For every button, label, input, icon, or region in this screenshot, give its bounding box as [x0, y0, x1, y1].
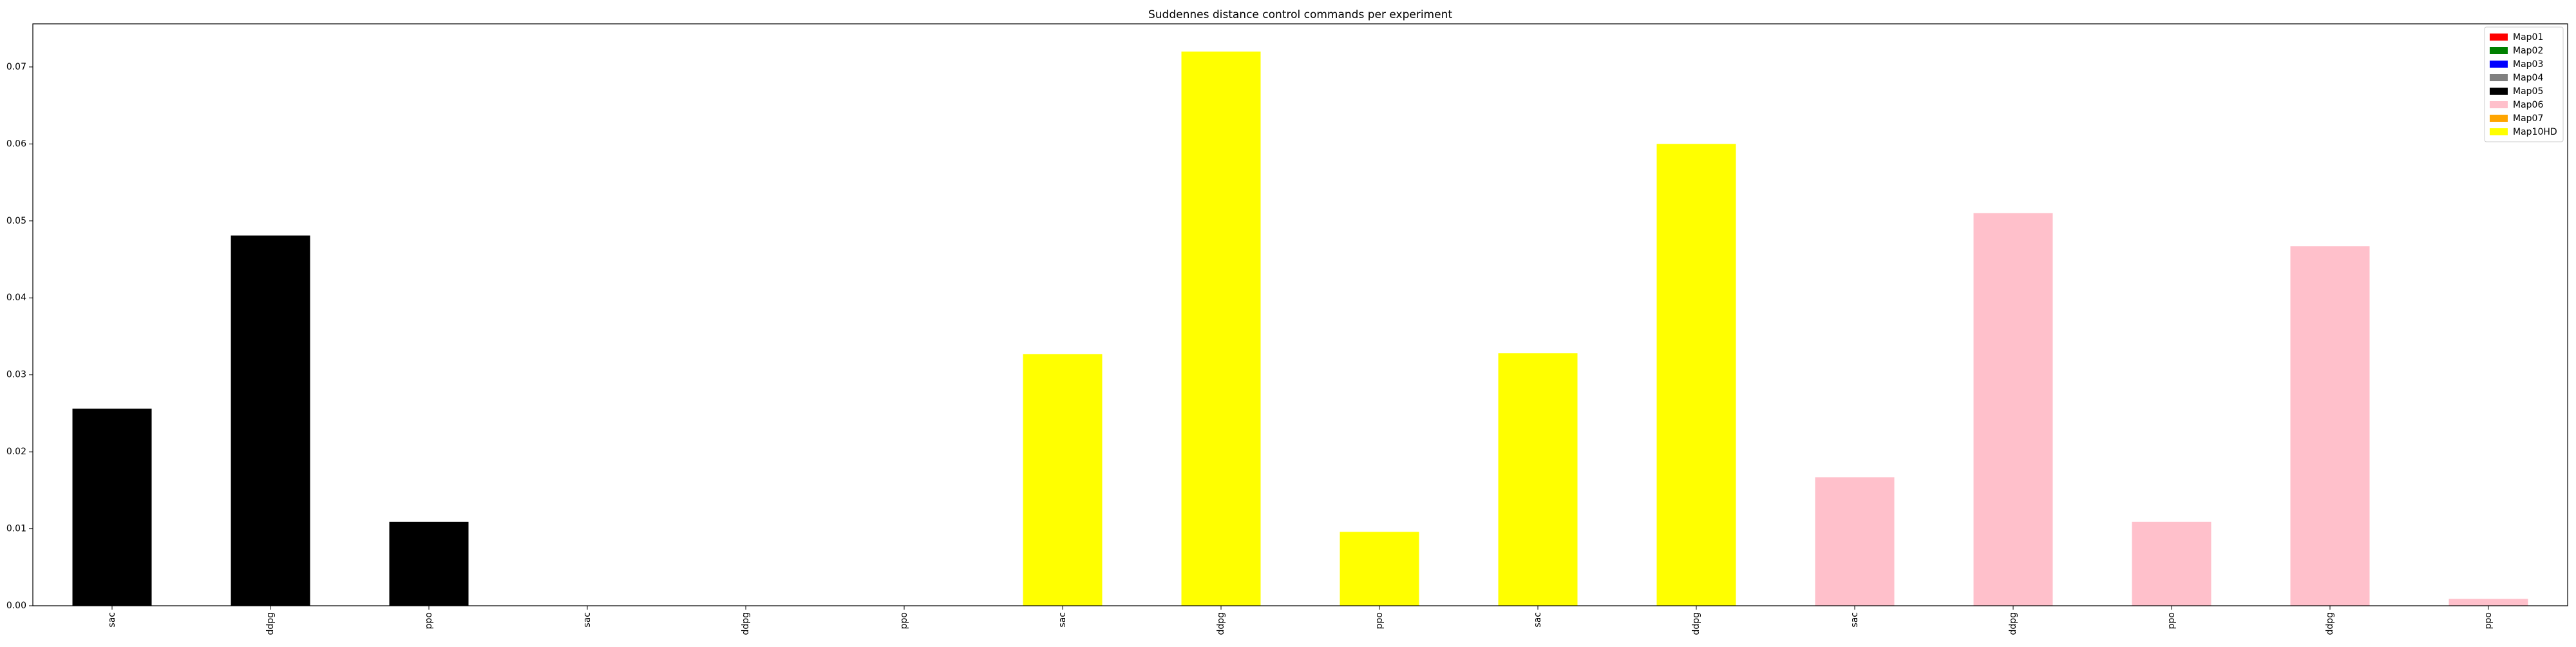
bar-1 [72, 409, 152, 606]
x-tick-label-3: ppo [424, 612, 434, 629]
x-tick-label-4: sac [582, 612, 592, 628]
x-tick-label-11: ddpg [1691, 612, 1701, 635]
y-tick-label-6: 0.05 [6, 216, 26, 226]
plot-area-frame [32, 23, 2568, 606]
legend-label-map03: Map03 [2513, 59, 2543, 70]
legend: Map01 Map02 Map03 Map04 Map05 Map06 Map07 Map10… [2484, 26, 2564, 142]
y-tick-label-3: 0.02 [6, 447, 26, 457]
x-tick-label-7: sac [1057, 612, 1068, 628]
x-tick-label-1: sac [107, 612, 117, 628]
legend-swatch-map04 [2490, 74, 2508, 81]
x-tick-label-9: ppo [1374, 612, 1385, 629]
y-tick-label-8: 0.07 [6, 62, 26, 72]
legend-label-map10hd: Map10HD [2513, 127, 2557, 137]
bar-10 [1498, 353, 1578, 606]
chart-title: Suddennes distance control commands per … [1148, 8, 1452, 21]
legend-swatch-map03 [2490, 61, 2508, 68]
legend-swatch-map10hd [2490, 128, 2508, 135]
bar-9 [1340, 532, 1419, 606]
x-tick-label-16: ppo [2483, 612, 2494, 629]
legend-label-map04: Map04 [2513, 73, 2543, 83]
x-tick-label-12: sac [1850, 612, 1860, 628]
legend-label-map07: Map07 [2513, 113, 2543, 124]
bar-12 [1815, 477, 1895, 606]
bar-13 [1973, 213, 2053, 606]
x-tick-label-13: ddpg [2008, 612, 2018, 635]
bar-11 [1656, 144, 1736, 606]
legend-swatch-map06 [2490, 101, 2508, 108]
y-tick-label-5: 0.04 [6, 293, 26, 303]
legend-swatch-map07 [2490, 115, 2508, 122]
bar-15 [2290, 246, 2370, 606]
legend-swatch-map05 [2490, 88, 2508, 95]
legend-swatch-map02 [2490, 47, 2508, 54]
legend-label-map01: Map01 [2513, 32, 2543, 43]
bar-7 [1023, 354, 1103, 606]
legend-label-map05: Map05 [2513, 86, 2543, 97]
bar-3 [389, 521, 469, 606]
x-axis: sac ddpg ppo sac ddpg ppo sac ddpg ppo sac ddpg sac… [107, 606, 2494, 635]
bars-layer [72, 52, 2528, 606]
bar-2 [231, 235, 310, 606]
y-axis: 0.00 0.01 0.02 0.03 0.04 0.05 0.06 0.07 [6, 62, 33, 611]
x-tick-label-8: ddpg [1216, 612, 1226, 635]
x-tick-label-10: sac [1533, 612, 1543, 628]
bar-16 [2448, 599, 2528, 606]
bar-8 [1181, 52, 1261, 606]
x-tick-label-2: ddpg [265, 612, 276, 635]
y-tick-label-2: 0.01 [6, 524, 26, 534]
legend-frame [2484, 26, 2564, 142]
y-tick-label-1: 0.00 [6, 601, 26, 611]
bar-14 [2132, 521, 2211, 606]
x-tick-label-5: ddpg [741, 612, 751, 635]
x-tick-label-14: ppo [2166, 612, 2177, 629]
legend-label-map06: Map06 [2513, 100, 2543, 110]
legend-swatch-map01 [2490, 34, 2508, 41]
x-tick-label-15: ddpg [2325, 612, 2335, 635]
x-tick-label-6: ppo [899, 612, 909, 629]
y-tick-label-4: 0.03 [6, 370, 26, 380]
y-tick-label-7: 0.06 [6, 139, 26, 149]
legend-label-map02: Map02 [2513, 46, 2543, 56]
